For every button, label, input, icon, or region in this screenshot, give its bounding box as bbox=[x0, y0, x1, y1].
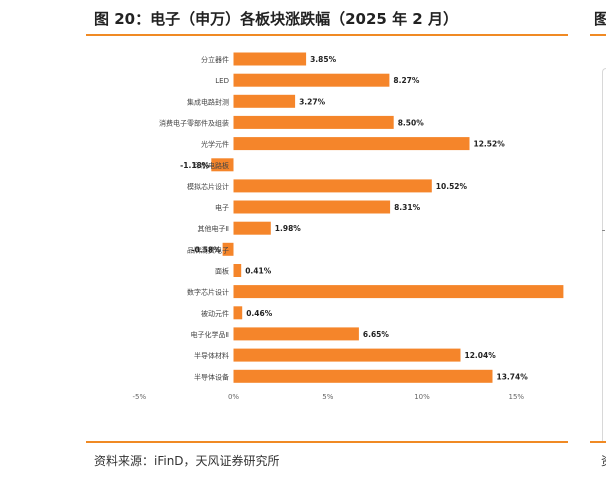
bar bbox=[233, 94, 296, 108]
bar bbox=[233, 179, 432, 193]
data-label: 12.52% bbox=[474, 140, 506, 149]
x-axis: -5% 0% 5% 10% 15% bbox=[132, 393, 524, 401]
next-chart-frame bbox=[602, 68, 606, 441]
x-tick-label: -5% bbox=[132, 393, 146, 401]
bar bbox=[233, 285, 564, 299]
x-tick-label: 10% bbox=[414, 393, 430, 401]
bar bbox=[233, 137, 470, 151]
source-note: 资料来源：iFinD，天风证券研究所 bbox=[94, 454, 280, 468]
bar bbox=[233, 73, 390, 87]
data-label: 8.31% bbox=[394, 203, 421, 212]
bar bbox=[233, 327, 359, 341]
data-label: 8.27% bbox=[393, 76, 420, 85]
bar bbox=[233, 264, 242, 277]
data-label: 0.46% bbox=[246, 309, 273, 318]
category-label: 被动元件 bbox=[201, 309, 229, 318]
data-label: -1.18% bbox=[180, 161, 210, 170]
category-label: 印制电路板 bbox=[194, 161, 229, 170]
data-label: 0.41% bbox=[245, 267, 272, 276]
category-label: 其他电子Ⅱ bbox=[198, 224, 229, 233]
data-label: 8.50% bbox=[398, 118, 425, 127]
next-figure-title-fragment: 图 bbox=[594, 10, 606, 28]
category-label: 电子化学品Ⅱ bbox=[191, 330, 229, 339]
category-label: 电子 bbox=[215, 203, 229, 212]
bar bbox=[233, 221, 271, 235]
category-label: 消费电子零部件及组装 bbox=[159, 118, 229, 127]
bar bbox=[233, 369, 493, 383]
next-title-divider bbox=[590, 34, 606, 36]
category-label: 模拟芯片设计 bbox=[187, 182, 229, 191]
x-tick-label: 5% bbox=[322, 393, 333, 401]
bar bbox=[222, 242, 234, 256]
next-footer-divider bbox=[590, 441, 606, 443]
data-label: 3.27% bbox=[299, 97, 326, 106]
figure-title: 图 20：电子（申万）各板块涨跌幅（2025 年 2 月） bbox=[94, 10, 458, 28]
category-label: 光学元件 bbox=[201, 140, 229, 149]
data-label: 10.52% bbox=[436, 182, 468, 191]
bar bbox=[233, 306, 243, 320]
data-label: 13.74% bbox=[497, 372, 529, 381]
x-tick-label: 0% bbox=[228, 393, 239, 401]
next-source-fragment: 资 bbox=[601, 452, 606, 469]
category-label: 分立器件 bbox=[201, 55, 229, 64]
bar bbox=[233, 52, 307, 66]
bar bbox=[233, 200, 391, 214]
bars-layer bbox=[211, 52, 564, 383]
labels-layer: 分立器件 3.85% LED 8.27% 集成电路封测 3.27% 消费电子零部件及组装 8.… bbox=[159, 55, 528, 381]
data-label: 1.98% bbox=[275, 224, 302, 233]
x-tick-label: 15% bbox=[509, 393, 525, 401]
bar bbox=[233, 348, 461, 362]
bar bbox=[233, 115, 394, 129]
data-label: -0.58% bbox=[191, 245, 221, 254]
bar bbox=[211, 158, 234, 172]
footer-divider bbox=[86, 441, 568, 443]
data-label: 12.04% bbox=[465, 351, 497, 360]
data-label: 6.65% bbox=[363, 330, 390, 339]
title-divider bbox=[86, 34, 568, 36]
category-label: 集成电路封测 bbox=[187, 97, 229, 106]
category-label: LED bbox=[215, 77, 229, 85]
category-label: 半导体设备 bbox=[194, 372, 229, 381]
next-chart-tick bbox=[602, 230, 605, 231]
category-label: 数字芯片设计 bbox=[187, 288, 229, 297]
category-label: 品牌消费电子 bbox=[187, 245, 229, 254]
data-label: 3.85% bbox=[310, 55, 337, 64]
category-label: 半导体材料 bbox=[194, 351, 229, 360]
category-label: 面板 bbox=[215, 267, 229, 276]
